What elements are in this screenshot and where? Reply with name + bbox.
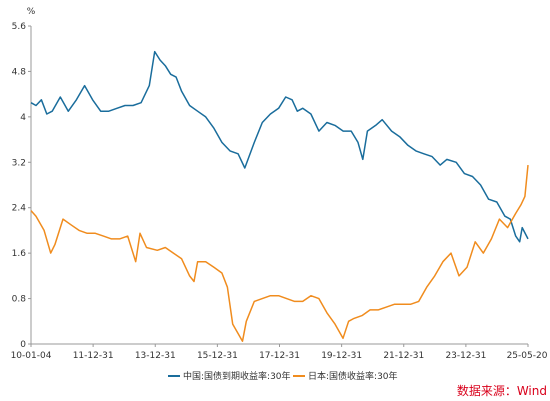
y-tick-label: 5.6 xyxy=(12,22,27,32)
y-tick-label: 1.6 xyxy=(12,249,27,259)
y-tick-label: 0.8 xyxy=(12,295,27,305)
x-tick-label: 21-12-31 xyxy=(383,351,424,361)
y-tick-label: 4.8 xyxy=(12,67,27,77)
y-tick-label: 4 xyxy=(20,113,26,123)
y-tick-label: 3.2 xyxy=(12,158,26,168)
x-tick-label: 23-12-31 xyxy=(445,351,486,361)
x-tick-label: 17-12-31 xyxy=(259,351,300,361)
y-axis-unit-label: % xyxy=(27,7,36,17)
x-tick-label: 15-12-31 xyxy=(197,351,238,361)
y-tick-label: 0 xyxy=(20,340,26,350)
data-source-note: 数据来源：Wind xyxy=(457,383,547,398)
series-lines xyxy=(30,50,529,342)
y-axis-ticks: 0 0.8 1.6 2.4 3.2 4 4.8 5.6 xyxy=(12,22,31,350)
x-tick-label: 11-12-31 xyxy=(73,351,114,361)
x-axis-ticks: 10-01-04 11-12-31 13-12-31 15-12-31 17-12-31… xyxy=(11,344,548,361)
x-tick-label: 25-05-20 xyxy=(507,351,548,361)
x-tick-label: 19-12-31 xyxy=(321,351,362,361)
legend: 中国:国债到期收益率:30年 日本:国债收益率:30年 xyxy=(168,370,398,382)
legend-item-china-30y: 中国:国债到期收益率:30年 xyxy=(168,370,291,382)
x-tick-label: 10-01-04 xyxy=(11,351,52,361)
legend-label-china-30y: 中国:国债到期收益率:30年 xyxy=(183,370,291,382)
legend-label-japan-30y: 日本:国债收益率:30年 xyxy=(308,370,398,382)
series-line-japan-30y xyxy=(30,165,529,342)
legend-item-japan-30y: 日本:国债收益率:30年 xyxy=(293,370,398,382)
series-line-china-30y xyxy=(30,50,529,243)
x-tick-label: 13-12-31 xyxy=(135,351,176,361)
y-tick-label: 2.4 xyxy=(12,204,27,214)
